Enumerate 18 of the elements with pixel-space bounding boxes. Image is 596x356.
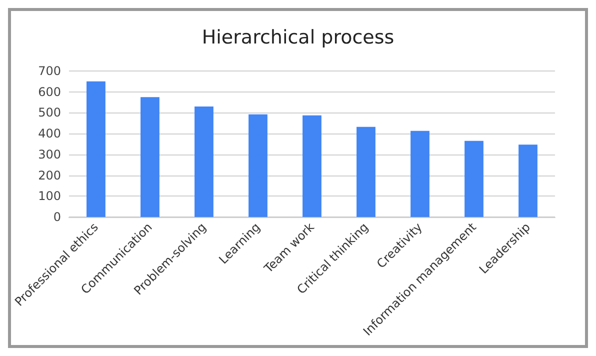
y-tick-label: 100 [38,189,61,204]
y-tick-label: 0 [53,210,61,224]
bar [302,115,322,217]
y-tick-label: 200 [38,168,61,182]
bar [410,130,430,217]
bar [464,140,484,217]
bar [356,126,376,217]
bar [518,144,538,217]
y-tick-label: 500 [38,106,61,120]
bar [194,106,214,217]
bar [86,81,106,217]
y-tick-label: 700 [38,64,61,78]
y-tick-label: 300 [38,147,61,162]
chart-title: Hierarchical process [202,26,394,48]
y-tick-label: 400 [38,126,61,141]
bar [140,97,160,217]
y-tick-label: 600 [38,84,61,99]
bar [248,114,268,217]
